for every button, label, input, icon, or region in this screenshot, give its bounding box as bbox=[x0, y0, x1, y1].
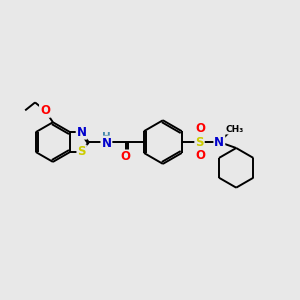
Text: N: N bbox=[101, 136, 111, 150]
Text: O: O bbox=[196, 149, 206, 162]
Text: N: N bbox=[76, 126, 87, 139]
Text: O: O bbox=[40, 104, 50, 117]
Text: O: O bbox=[196, 122, 206, 135]
Text: N: N bbox=[214, 136, 224, 148]
Text: H: H bbox=[102, 132, 111, 142]
Text: S: S bbox=[77, 146, 86, 158]
Text: CH₃: CH₃ bbox=[225, 125, 243, 134]
Text: O: O bbox=[120, 150, 130, 164]
Text: S: S bbox=[195, 136, 204, 148]
